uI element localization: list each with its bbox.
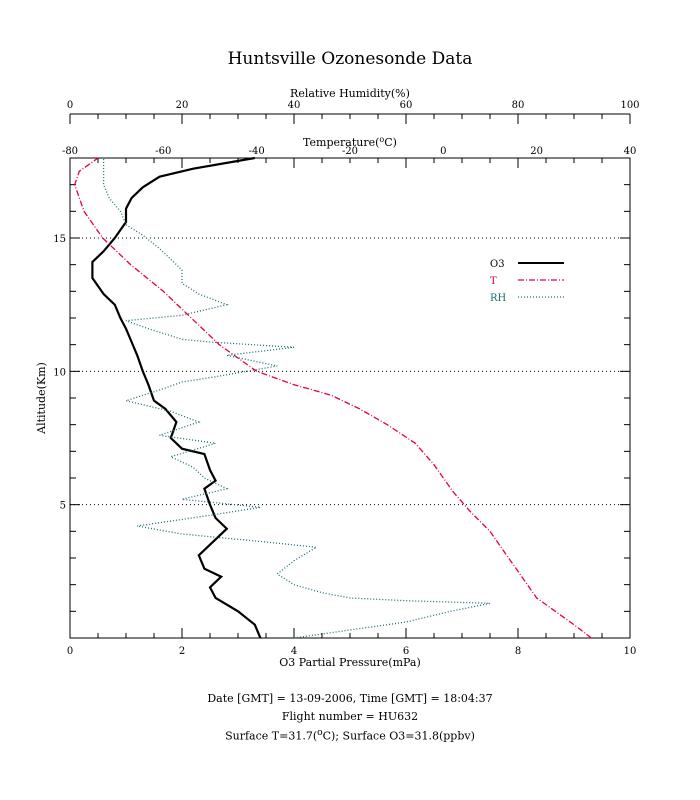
surface-label-suffix: C); Surface O3=31.8(ppbv) (322, 729, 475, 743)
ozone-tick-label: 2 (179, 646, 185, 657)
surface-label-prefix: Surface T=31.7( (225, 729, 318, 743)
ozone-tick-label: 8 (515, 646, 521, 657)
chart-title: Huntsville Ozonesonde Data (228, 49, 473, 69)
altitude-tick-label: 10 (53, 367, 66, 378)
legend-label-o3: O3 (490, 259, 505, 270)
surface-degree-sup: o (317, 727, 323, 738)
temperature-tick-label: 40 (624, 146, 637, 157)
temperature-tick-label: 20 (530, 146, 543, 157)
temperature-title-prefix: Temperature( (303, 136, 379, 149)
ozone-tick-label: 6 (403, 646, 409, 657)
temperature-title-degree: o (379, 135, 384, 144)
temperature-tick-label: -60 (155, 146, 171, 157)
humidity-tick-label: 20 (176, 100, 189, 111)
legend-label-t: T (490, 276, 497, 287)
temperature-axis-title: Temperature(oC) (303, 135, 397, 149)
temperature-title-suffix: C) (384, 136, 397, 149)
ozone-tick-label: 4 (291, 646, 297, 657)
series-line-t (74, 157, 592, 639)
legend-label-rh: RH (490, 293, 507, 304)
footer-surface-values: Surface T=31.7(oC); Surface O3=31.8(ppbv… (0, 727, 700, 743)
ozone-tick-label: 0 (67, 646, 73, 657)
temperature-tick-label: -80 (62, 146, 78, 157)
humidity-tick-label: 100 (620, 100, 639, 111)
humidity-tick-label: 0 (67, 100, 73, 111)
temperature-tick-label: 0 (440, 146, 446, 157)
series-line-rh (102, 158, 491, 639)
altitude-tick-label: 15 (53, 234, 66, 245)
altitude-tick-label: 5 (60, 501, 66, 512)
ozone-axis-title: O3 Partial Pressure(mPa) (279, 656, 421, 669)
footer-flight-number: Flight number = HU632 (281, 710, 419, 723)
altitude-axis-title: Altitude(Km) (35, 362, 48, 435)
humidity-tick-label: 80 (512, 100, 525, 111)
temperature-tick-label: -40 (249, 146, 265, 157)
temperature-tick-label: -20 (342, 146, 358, 157)
series-line-o3 (91, 156, 262, 639)
ozone-tick-label: 10 (624, 646, 637, 657)
footer-date-time: Date [GMT] = 13-09-2006, Time [GMT] = 18… (207, 692, 493, 705)
humidity-axis-title: Relative Humidity(%) (290, 87, 410, 100)
humidity-tick-label: 40 (288, 100, 301, 111)
humidity-tick-label: 60 (400, 100, 413, 111)
